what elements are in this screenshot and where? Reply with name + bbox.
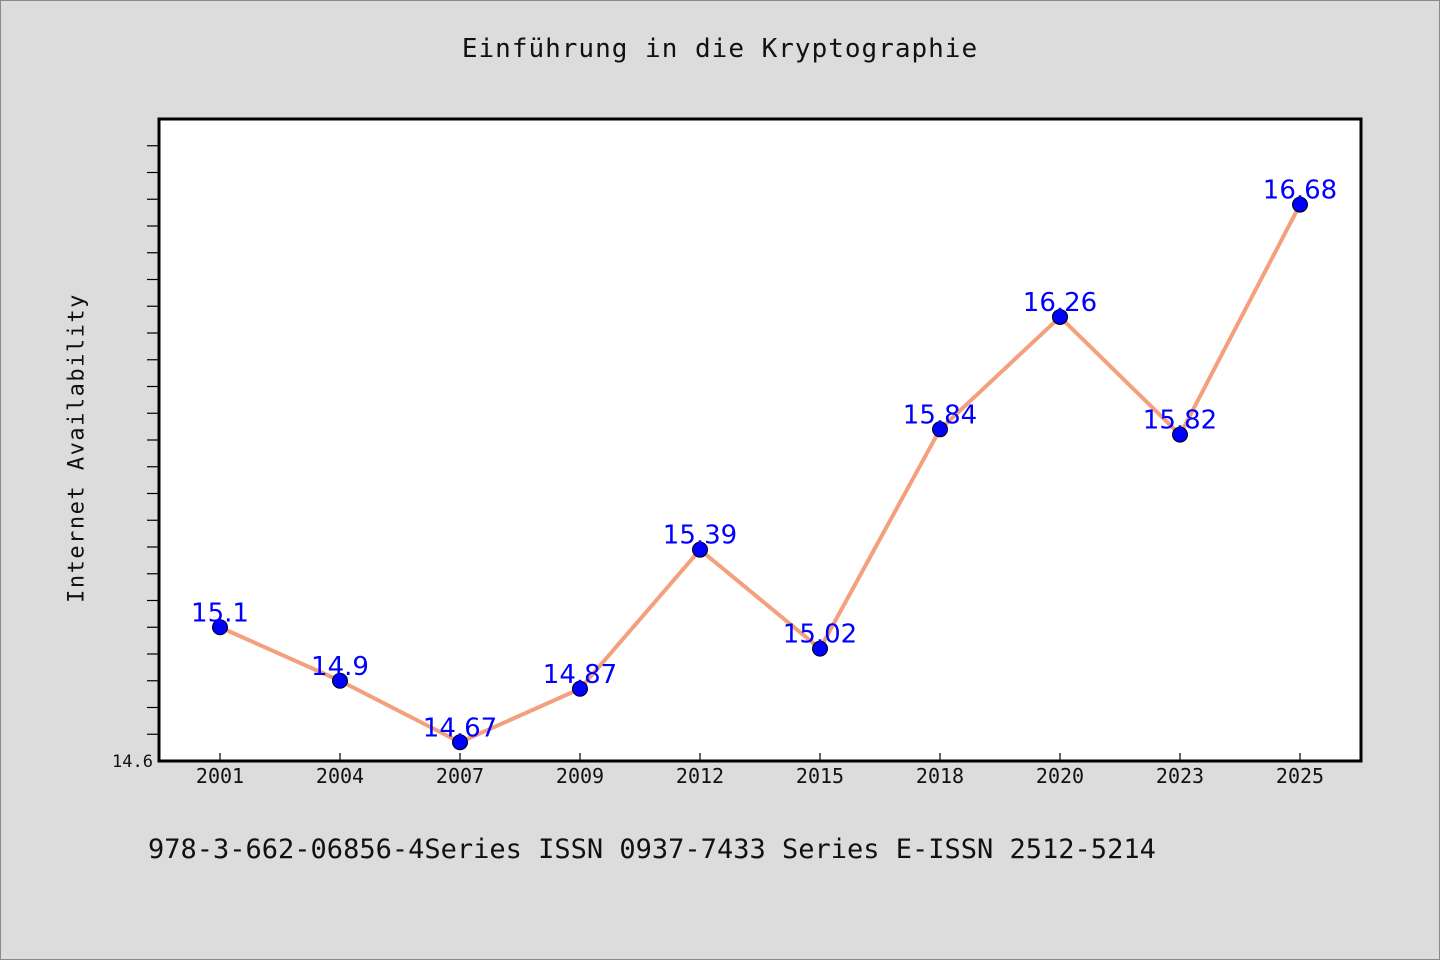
- plot-area: [157, 117, 1363, 763]
- series-group: [212, 196, 1308, 751]
- data-label: 16.26: [1023, 288, 1097, 318]
- x-tick-label: 2023: [1156, 764, 1204, 788]
- data-label: 15.39: [663, 521, 737, 551]
- data-point: [212, 619, 228, 636]
- data-point: [332, 672, 348, 689]
- data-point: [812, 640, 828, 657]
- x-tick-label: 2018: [916, 764, 964, 788]
- data-point: [1172, 426, 1188, 443]
- data-point: [1052, 308, 1068, 325]
- data-label: 14.67: [423, 713, 497, 743]
- data-point: [932, 421, 948, 438]
- y-tick-label: 14.6: [112, 752, 153, 772]
- x-tick-label: 2012: [676, 764, 724, 788]
- data-label: 14.87: [543, 660, 617, 690]
- footer-text: 978-3-662-06856-4Series ISSN 0937-7433 S…: [148, 834, 1156, 865]
- data-label: 15.02: [783, 620, 857, 650]
- series-line: [219, 203, 1302, 745]
- data-label: 15.82: [1143, 406, 1217, 436]
- data-label: 15.1: [191, 598, 249, 628]
- data-point: [452, 734, 468, 751]
- x-tick-label: 2007: [436, 764, 484, 788]
- data-label: 16.68: [1263, 176, 1337, 206]
- y-axis-ticks: 14.6: [112, 145, 159, 772]
- x-tick-label: 2020: [1036, 764, 1084, 788]
- data-point: [692, 541, 708, 558]
- data-point: [1292, 196, 1308, 213]
- x-tick-label: 2001: [196, 764, 244, 788]
- x-axis-tick-labels: 2001 2004 2007 2009 2012 2015 2018 2020 2023 2025: [196, 753, 1324, 788]
- data-labels: 15.1 14.9 14.67 14.87 15.39 15.02 15.84 16.26 15…: [191, 176, 1337, 744]
- data-label: 14.9: [311, 652, 369, 682]
- data-label: 15.84: [903, 400, 977, 430]
- x-tick-label: 2015: [796, 764, 844, 788]
- x-tick-label: 2009: [556, 764, 604, 788]
- x-tick-label: 2025: [1276, 764, 1324, 788]
- chart-title: Einführung in die Kryptographie: [461, 34, 979, 64]
- x-tick-label: 2004: [316, 764, 364, 788]
- data-point: [572, 680, 588, 697]
